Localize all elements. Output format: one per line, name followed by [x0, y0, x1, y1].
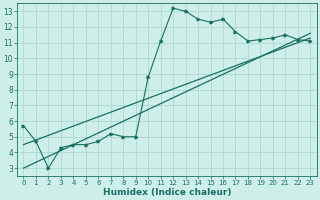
- X-axis label: Humidex (Indice chaleur): Humidex (Indice chaleur): [103, 188, 231, 197]
